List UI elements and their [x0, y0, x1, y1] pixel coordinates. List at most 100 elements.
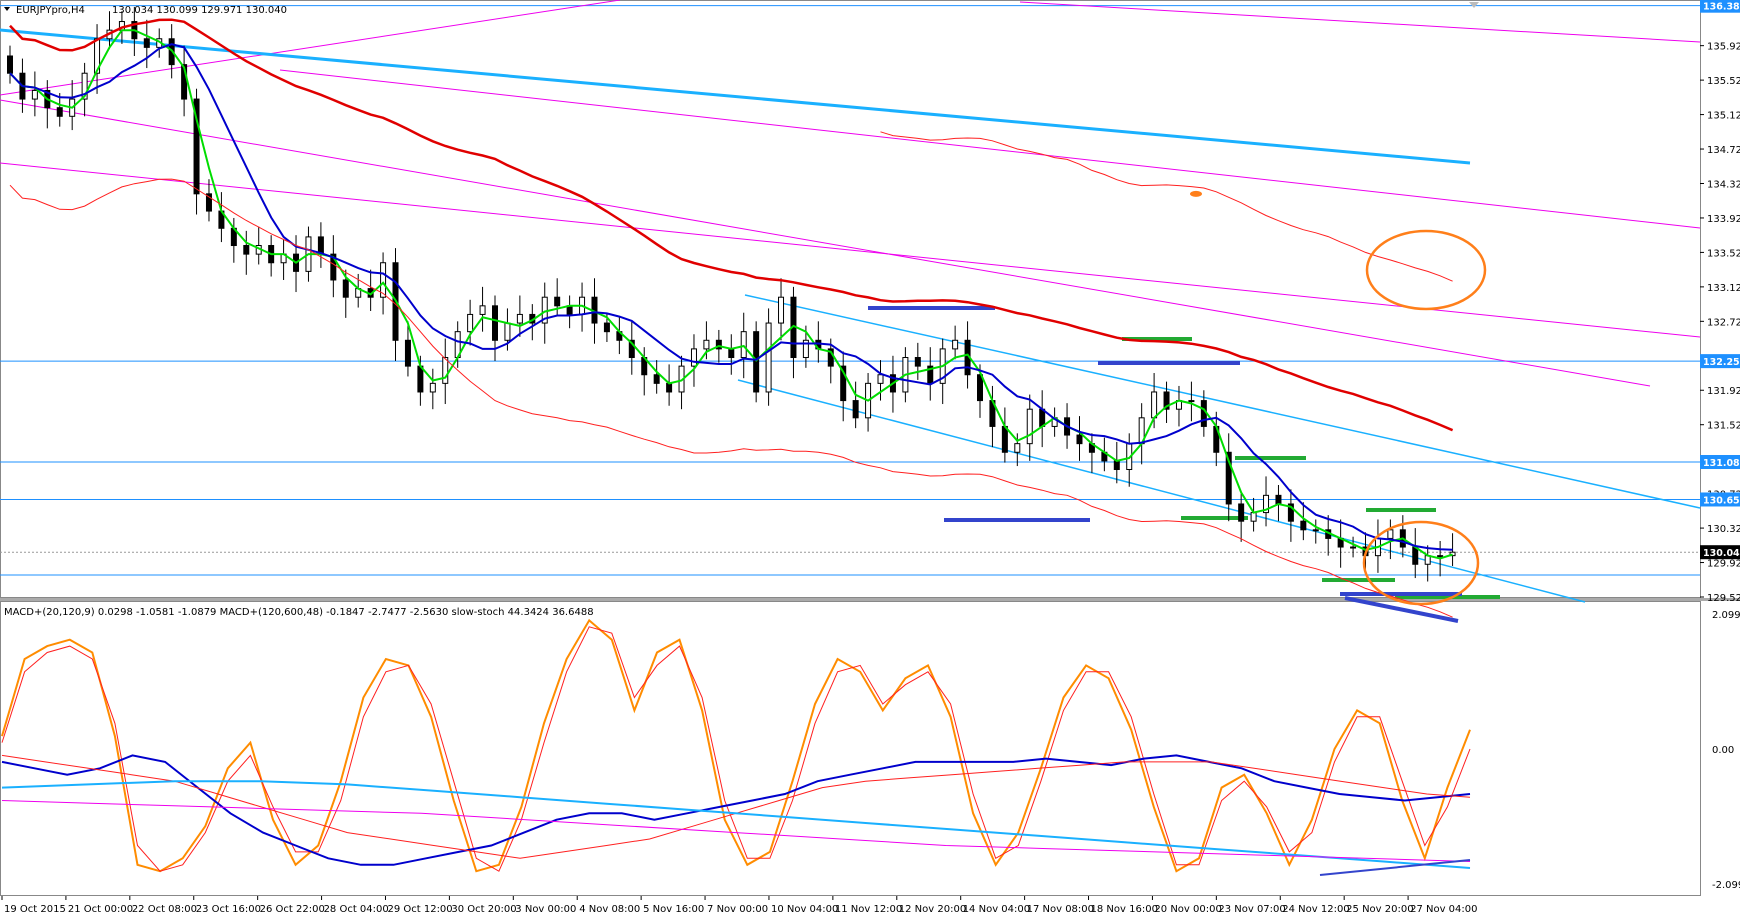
price-tick-label: 133.920 — [1707, 214, 1740, 225]
candle-body — [342, 279, 349, 298]
candle-body — [977, 374, 983, 402]
candle-body — [703, 339, 710, 350]
candle-body — [193, 98, 200, 195]
price-tag-label: 130.040 — [1703, 548, 1740, 559]
candle-body — [380, 262, 387, 298]
price-tag-label: 136.384 — [1703, 2, 1740, 13]
price-tick-label: 133.520 — [1707, 248, 1740, 259]
price-tick-label: 131.920 — [1707, 386, 1740, 397]
candle-body — [1151, 391, 1158, 419]
trend-line-pink — [0, 0, 621, 96]
price-tag — [1700, 0, 1740, 13]
price-plot — [0, 0, 1701, 623]
price-tag — [1700, 354, 1740, 369]
indicator-plot — [1, 618, 1471, 876]
price-tick-label: 129.520 — [1707, 593, 1740, 604]
indicator-line-slow-stoch-d — [1, 626, 1471, 872]
time-tick-label: 18 Nov 16:00 — [1091, 904, 1158, 915]
moving-average-slow — [9, 18, 1454, 432]
price-tick-label: 134.320 — [1707, 179, 1740, 190]
indicator-line-slow-stoch-k — [1, 618, 1471, 873]
price-tag — [1700, 455, 1740, 470]
price-tick-label: 135.120 — [1707, 111, 1740, 122]
level-segment — [1344, 596, 1459, 623]
indicator-line-macd-20-120-9- — [1, 754, 1471, 866]
time-tick-label: 28 Oct 04:00 — [324, 904, 389, 915]
candle-body — [330, 253, 337, 281]
time-tick-label: 17 Nov 08:00 — [1027, 904, 1094, 915]
price-tick-label: 133.120 — [1707, 283, 1740, 294]
time-tick-label: 30 Oct 20:00 — [451, 904, 516, 915]
candle-body — [952, 339, 959, 350]
price-tick-label: 135.920 — [1707, 42, 1740, 53]
candle-body — [778, 296, 785, 324]
price-tag-label: 130.652 — [1703, 495, 1740, 506]
trend-line-pink — [279, 69, 1701, 229]
trend-line-pink — [1019, 1, 1701, 43]
candle-body — [1437, 555, 1444, 558]
candle-body — [765, 322, 772, 393]
candle-body — [802, 339, 809, 359]
time-tick-label: 19 Oct 2015 — [4, 904, 66, 915]
price-axis: 135.920 135.520 135.120 134.720 134.320 133.9… — [1700, 0, 1740, 891]
price-tick-label: 131.520 — [1707, 421, 1740, 432]
candle-body — [653, 374, 660, 384]
candle-body — [1275, 494, 1282, 505]
candle-body — [740, 331, 747, 359]
candle-body — [31, 89, 38, 100]
indicator-trend-line — [1319, 859, 1471, 876]
time-tick-label: 12 Nov 20:00 — [899, 904, 966, 915]
trend-line-pink — [0, 99, 1651, 387]
candle-body — [1250, 512, 1257, 522]
price-tag-label: 132.258 — [1703, 357, 1740, 368]
candle-body — [603, 322, 610, 333]
candle-body — [1113, 460, 1120, 471]
trend-line-cyan-thick — [0, 28, 1471, 165]
candle-body — [1238, 503, 1245, 522]
candle-body — [317, 236, 324, 255]
indicator-tick-label: 0.00 — [1712, 745, 1734, 756]
candle-body — [504, 322, 511, 341]
indicator-line-macd-120-600-48-signal — [1, 800, 1471, 862]
price-tag — [1700, 492, 1740, 507]
collapse-triangle-icon[interactable] — [4, 7, 10, 11]
time-tick-label: 27 Nov 04:00 — [1410, 904, 1477, 915]
candle-body — [1026, 408, 1033, 445]
main-panel-frame — [0, 0, 1701, 598]
price-tick-label: 135.520 — [1707, 76, 1740, 87]
time-tick-label: 4 Nov 08:00 — [579, 904, 640, 915]
envelope-upper — [880, 131, 1453, 282]
time-tick-label: 25 Nov 20:00 — [1346, 904, 1413, 915]
candle-body — [1225, 451, 1232, 505]
candle-body — [1200, 400, 1207, 427]
price-tick-label: 132.720 — [1707, 317, 1740, 328]
price-tick-label: 129.920 — [1707, 559, 1740, 570]
candle-body — [1287, 503, 1294, 522]
envelope-lower — [9, 178, 1453, 618]
time-tick-label: 24 Nov 12:00 — [1282, 904, 1349, 915]
time-tick-label: 20 Nov 00:00 — [1154, 904, 1221, 915]
candle-body — [728, 348, 735, 359]
candle-body — [1350, 546, 1357, 549]
candle-body — [1163, 391, 1170, 410]
time-tick-label: 5 Nov 16:00 — [643, 904, 704, 915]
candle-body — [143, 38, 150, 48]
time-tick-label: 11 Nov 12:00 — [835, 904, 902, 915]
price-tick-label: 130.320 — [1707, 524, 1740, 535]
chart-shift-marker-icon[interactable] — [1469, 2, 1479, 8]
time-tick-label: 22 Oct 08:00 — [132, 904, 197, 915]
candle-body — [7, 55, 13, 74]
time-tick-label: 14 Nov 04:00 — [963, 904, 1030, 915]
ohlc-label: 130.034 130.099 129.971 130.040 — [112, 5, 287, 16]
time-tick-label: 23 Oct 16:00 — [196, 904, 261, 915]
candle-body — [1263, 494, 1270, 514]
panel-divider[interactable] — [0, 598, 1740, 601]
candle-body — [1014, 443, 1021, 453]
candle-body — [1449, 551, 1456, 557]
candle-body — [1001, 425, 1008, 453]
candle-body — [1387, 529, 1394, 539]
price-tag-label: 131.087 — [1703, 458, 1740, 469]
